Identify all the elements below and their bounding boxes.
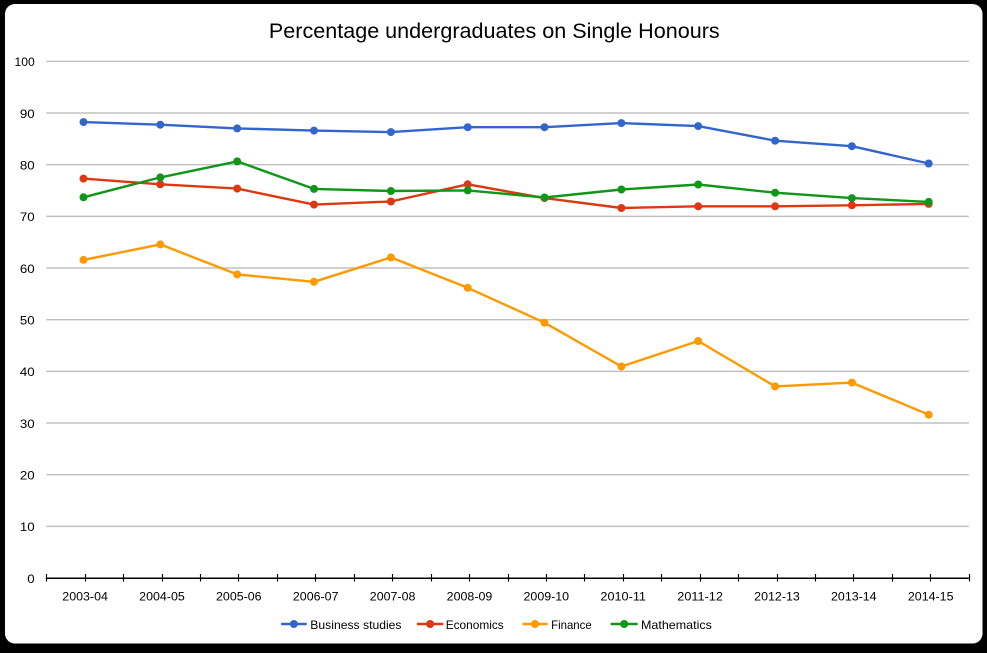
svg-text:2010-11: 2010-11 [600,590,646,604]
svg-text:2007-08: 2007-08 [370,590,416,604]
svg-text:100: 100 [15,55,36,69]
svg-text:2013-14: 2013-14 [831,590,877,604]
svg-text:2004-05: 2004-05 [139,590,185,604]
svg-text:2009-10: 2009-10 [524,590,570,604]
svg-text:10: 10 [20,520,35,534]
svg-text:70: 70 [20,210,35,224]
svg-text:Economics: Economics [446,618,504,632]
svg-text:20: 20 [20,469,35,483]
svg-text:2006-07: 2006-07 [293,590,339,604]
svg-text:90: 90 [20,107,35,121]
svg-text:Finance: Finance [551,618,592,632]
svg-text:0: 0 [27,572,35,586]
svg-text:2003-04: 2003-04 [62,590,108,604]
svg-text:2005-06: 2005-06 [216,590,262,604]
svg-text:40: 40 [20,365,35,379]
svg-text:2012-13: 2012-13 [754,590,800,604]
svg-text:50: 50 [20,314,35,328]
svg-text:Mathematics: Mathematics [641,618,712,632]
svg-text:2011-12: 2011-12 [677,590,723,604]
svg-text:2014-15: 2014-15 [908,590,954,604]
svg-text:2008-09: 2008-09 [447,590,493,604]
svg-text:Business studies: Business studies [310,618,401,632]
svg-text:60: 60 [20,262,35,276]
svg-text:30: 30 [20,417,35,431]
svg-text:80: 80 [20,159,35,173]
svg-text:Percentage undergraduates on S: Percentage undergraduates on Single Hono… [269,20,720,43]
